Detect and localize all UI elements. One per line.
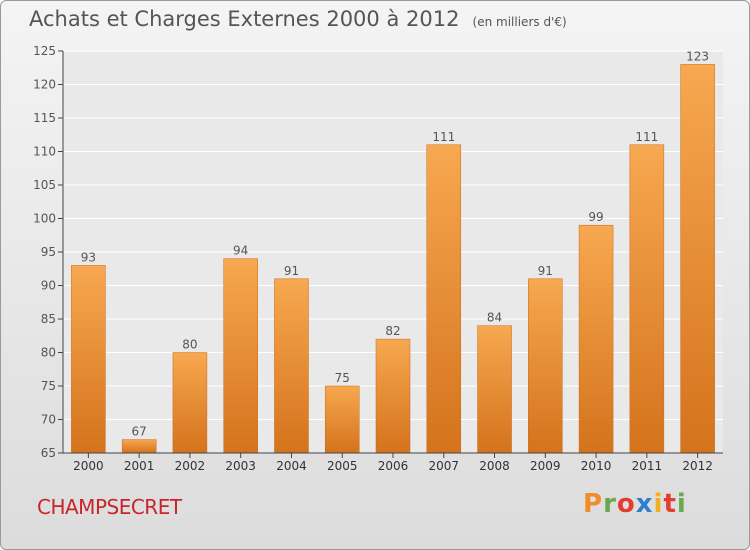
- bar-2008[interactable]: [477, 325, 512, 454]
- x-tick-label: 2004: [276, 459, 307, 473]
- bar-2005[interactable]: [324, 385, 360, 454]
- x-tick-label: 2007: [428, 459, 459, 473]
- proxiti-logo[interactable]: Proxiti: [583, 489, 687, 519]
- y-tick-label: 120: [33, 78, 56, 92]
- title-unit: (en milliers d'€): [472, 15, 567, 29]
- bar-2010[interactable]: [578, 224, 614, 454]
- bar-value-label: 123: [686, 49, 709, 63]
- bar-2012[interactable]: [680, 64, 715, 454]
- bar-value-label: 84: [487, 311, 502, 325]
- title-text: Achats et Charges Externes 2000 à 2012: [29, 7, 460, 31]
- bar-2001[interactable]: [121, 439, 157, 454]
- x-tick-label: 2003: [225, 459, 256, 473]
- bar-2000[interactable]: [71, 265, 106, 454]
- y-tick-label: 80: [41, 346, 56, 360]
- y-tick-label: 110: [33, 145, 56, 159]
- logo-letter: P: [583, 489, 604, 519]
- bar-value-label: 91: [284, 264, 299, 278]
- chart-title: Achats et Charges Externes 2000 à 2012 (…: [29, 7, 567, 31]
- y-tick-label: 125: [33, 44, 56, 58]
- logo-letter: o: [616, 489, 636, 519]
- x-tick-label: 2009: [530, 459, 561, 473]
- y-tick-label: 105: [33, 178, 56, 192]
- bars: [71, 64, 715, 454]
- bar-2009[interactable]: [528, 278, 563, 454]
- bar-value-label: 99: [588, 210, 603, 224]
- bar-2002[interactable]: [172, 352, 208, 454]
- x-tick-label: 2006: [378, 459, 409, 473]
- y-tick-label: 115: [33, 111, 56, 125]
- x-axis: 2000 2001 2002 2003 2004 2005 2006 2007 2008 2009…: [63, 452, 723, 473]
- y-tick-label: 70: [41, 413, 56, 427]
- y-tick-label: 95: [41, 245, 56, 259]
- y-axis: 65 70 75 80 85 90 95 100 105 110 115 120 125: [33, 44, 64, 460]
- bar-2011[interactable]: [629, 144, 665, 454]
- logo-letter: i: [676, 489, 687, 519]
- y-tick-label: 90: [41, 279, 56, 293]
- y-tick-label: 75: [41, 379, 56, 393]
- x-tick-label: 2010: [581, 459, 612, 473]
- bar-value-label: 111: [432, 130, 455, 144]
- bar-value-label: 75: [335, 371, 350, 385]
- bar-value-label: 91: [538, 264, 553, 278]
- x-tick-label: 2008: [479, 459, 510, 473]
- x-tick-label: 2002: [175, 459, 206, 473]
- bar-2003[interactable]: [223, 258, 258, 454]
- bar-value-label: 80: [182, 338, 197, 352]
- data-labels: 93 67 80 94 91 75 82 111 84 91 99 111 123: [81, 49, 709, 438]
- x-tick-label: 2011: [632, 459, 663, 473]
- bar-2006[interactable]: [375, 338, 411, 454]
- y-tick-label: 85: [41, 312, 56, 326]
- x-tick-label: 2000: [73, 459, 104, 473]
- town-name: CHAMPSECRET: [37, 495, 182, 519]
- bar-value-label: 82: [385, 324, 400, 338]
- y-tick-label: 65: [41, 446, 56, 460]
- logo-letter: x: [635, 489, 654, 519]
- bar-value-label: 111: [635, 130, 658, 144]
- logo-letter: r: [603, 489, 617, 519]
- x-tick-label: 2005: [327, 459, 358, 473]
- x-tick-label: 2001: [124, 459, 155, 473]
- bar-2004[interactable]: [274, 278, 309, 454]
- bar-value-label: 93: [81, 250, 96, 264]
- x-tick-label: 2012: [682, 459, 713, 473]
- y-tick-label: 100: [33, 212, 56, 226]
- logo-letter: i: [653, 489, 664, 519]
- bar-value-label: 94: [233, 244, 248, 258]
- bar-2007[interactable]: [426, 144, 462, 454]
- logo-letter: t: [663, 489, 677, 519]
- bar-value-label: 67: [132, 425, 147, 439]
